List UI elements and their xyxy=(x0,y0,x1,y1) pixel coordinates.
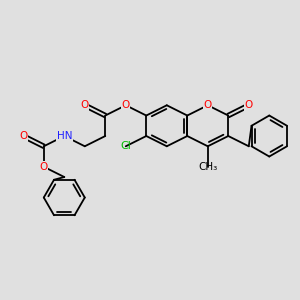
Text: O: O xyxy=(204,100,212,110)
Text: Cl: Cl xyxy=(120,141,131,151)
Text: CH₃: CH₃ xyxy=(198,162,218,172)
Text: O: O xyxy=(40,162,48,172)
Text: O: O xyxy=(81,100,89,110)
Text: O: O xyxy=(244,100,253,110)
Text: O: O xyxy=(19,131,27,141)
Text: O: O xyxy=(122,100,130,110)
Text: HN: HN xyxy=(56,131,72,141)
